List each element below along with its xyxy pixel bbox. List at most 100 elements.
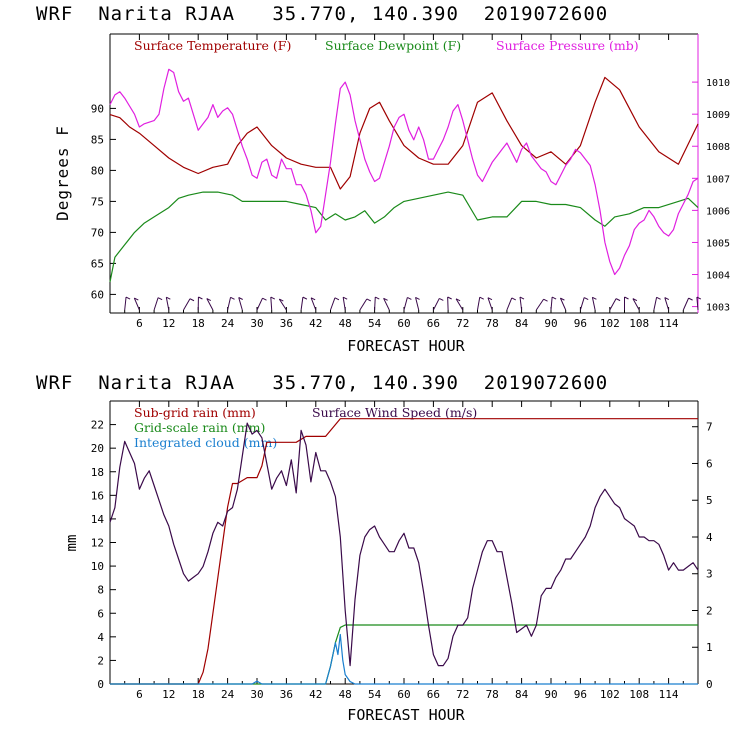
bottom-xtick-label: 72 bbox=[456, 688, 469, 701]
wind-barb-flag bbox=[543, 298, 548, 302]
wind-barb bbox=[238, 297, 243, 311]
top-xtick-label: 66 bbox=[427, 317, 440, 330]
wind-barb-flag bbox=[560, 297, 565, 301]
wind-barb-flag bbox=[415, 296, 420, 300]
wind-barb bbox=[432, 298, 440, 311]
top-xtick-label: 42 bbox=[309, 317, 322, 330]
legend-integrated-cloud: Integrated cloud (mm) bbox=[134, 435, 277, 450]
bottom-xtick-label: 60 bbox=[397, 688, 410, 701]
bottom-xtick-label: 36 bbox=[280, 688, 293, 701]
legend-dewpoint: Surface Dewpoint (F) bbox=[325, 38, 461, 53]
bottom-xtick-label: 6 bbox=[136, 688, 143, 701]
wind-barb bbox=[183, 298, 191, 311]
bottom-xtick-label: 12 bbox=[162, 688, 175, 701]
wind-barb bbox=[477, 297, 481, 311]
wind-barb-flag bbox=[447, 296, 452, 300]
wind-barb-flag bbox=[487, 297, 493, 301]
wind-barb-flag bbox=[310, 297, 316, 301]
wind-barb-flag bbox=[206, 298, 212, 301]
bottom-ytick-label: 14 bbox=[91, 513, 105, 526]
bottom-series-sub-grid-rain-mm- bbox=[110, 418, 698, 685]
wind-barb bbox=[300, 297, 304, 311]
wind-barb-flag bbox=[279, 298, 284, 302]
top-y2tick-label: 1010 bbox=[706, 78, 730, 89]
wind-barb bbox=[206, 298, 214, 311]
wind-barb-flag bbox=[664, 297, 670, 301]
top-xtick-label: 60 bbox=[397, 317, 410, 330]
top-y2tick-label: 1007 bbox=[706, 174, 730, 185]
wind-barb bbox=[278, 298, 287, 311]
bottom-y2tick-label: 4 bbox=[706, 531, 713, 544]
top-ytick-label: 80 bbox=[91, 164, 104, 177]
top-y2tick-label: 1005 bbox=[706, 238, 730, 249]
wind-barb bbox=[559, 297, 567, 311]
bottom-y2tick-label: 1 bbox=[706, 641, 713, 654]
wind-barb bbox=[165, 297, 170, 311]
wind-barb-flag bbox=[551, 296, 557, 300]
wind-barb bbox=[415, 297, 420, 311]
bottom-ytick-label: 8 bbox=[97, 584, 104, 597]
bottom-yaxis-label: mm bbox=[64, 535, 80, 552]
wind-barb bbox=[591, 297, 596, 311]
top-series-surface-temperature-f- bbox=[109, 76, 699, 190]
bottom-ytick-label: 12 bbox=[91, 537, 104, 550]
top-xtick-label: 30 bbox=[250, 317, 263, 330]
wind-barb-flag bbox=[615, 298, 621, 302]
top-xtick-label: 72 bbox=[456, 317, 469, 330]
wind-barb-flag bbox=[134, 297, 139, 301]
wind-barb bbox=[383, 298, 390, 311]
top-xtick-label: 84 bbox=[515, 317, 529, 330]
wind-barb-flag bbox=[519, 296, 525, 300]
bottom-ytick-label: 10 bbox=[91, 560, 104, 573]
wind-barb bbox=[519, 297, 523, 311]
wind-barb-flag bbox=[592, 296, 597, 300]
wind-barb bbox=[550, 297, 553, 311]
wind-barb-flag bbox=[439, 297, 444, 301]
bottom-xtick-label: 42 bbox=[309, 688, 322, 701]
bottom-ytick-label: 18 bbox=[91, 466, 104, 479]
bottom-y2tick-label: 7 bbox=[706, 421, 713, 434]
top-y2tick-label: 1004 bbox=[706, 271, 730, 282]
bottom-series-grid-scale-rain-mm- bbox=[110, 624, 698, 685]
wind-barb-flag bbox=[125, 296, 131, 300]
bottom-y2tick-label: 3 bbox=[706, 568, 713, 581]
bottom-xaxis-label: FORECAST HOUR bbox=[347, 706, 465, 724]
top-xtick-label: 12 bbox=[162, 317, 175, 330]
wind-barb-flag bbox=[632, 298, 638, 302]
wind-barb-flag bbox=[230, 296, 235, 300]
legend-temperature: Surface Temperature (F) bbox=[134, 38, 291, 53]
top-ytick-label: 85 bbox=[91, 133, 104, 146]
bottom-xtick-label: 84 bbox=[515, 688, 529, 701]
wind-barb bbox=[270, 296, 273, 311]
top-xtick-label: 96 bbox=[574, 317, 587, 330]
wind-barb-flag bbox=[696, 296, 702, 300]
wind-barb-flag bbox=[511, 297, 516, 301]
bottom-y2tick-label: 6 bbox=[706, 457, 713, 470]
bottom-ytick-label: 6 bbox=[97, 607, 104, 620]
wind-barb bbox=[664, 297, 670, 311]
bottom-ytick-label: 2 bbox=[97, 654, 104, 667]
bottom-xtick-label: 90 bbox=[544, 688, 557, 701]
wind-barb bbox=[256, 298, 263, 311]
wind-barb-flag bbox=[624, 296, 629, 300]
wind-barb-flag bbox=[166, 296, 171, 300]
top-y2tick-label: 1008 bbox=[706, 142, 730, 153]
wind-barb-flag bbox=[342, 296, 348, 300]
wind-barb bbox=[506, 297, 513, 311]
top-chart-title: WRF Narita RJAA 35.770, 140.390 20190726… bbox=[36, 3, 609, 25]
wind-barb bbox=[609, 298, 617, 311]
legend-gridscale-rain: Grid-scale rain (mm) bbox=[134, 420, 265, 435]
bottom-ytick-label: 4 bbox=[97, 631, 104, 644]
top-xtick-label: 102 bbox=[600, 317, 620, 330]
legend-pressure: Surface Pressure (mb) bbox=[496, 38, 639, 53]
top-xaxis-label: FORECAST HOUR bbox=[347, 337, 465, 355]
bottom-y2tick-label: 0 bbox=[706, 678, 713, 691]
bottom-chart-title: WRF Narita RJAA 35.770, 140.390 20190726… bbox=[36, 372, 609, 394]
wind-barb-flag bbox=[238, 297, 243, 300]
wind-barb-flag bbox=[455, 298, 461, 302]
wind-barb bbox=[487, 297, 493, 311]
bottom-xtick-label: 114 bbox=[659, 688, 679, 701]
wind-barb-flag bbox=[656, 296, 661, 300]
bottom-series-integrated-cloud-mm- bbox=[110, 633, 698, 685]
